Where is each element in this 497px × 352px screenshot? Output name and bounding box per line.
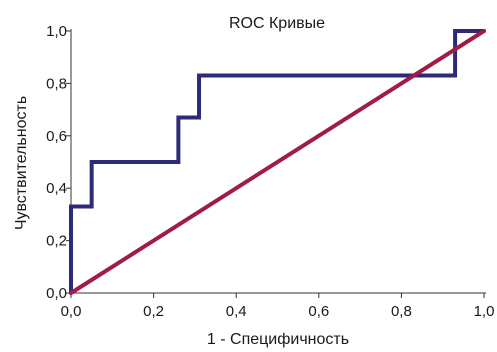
y-tick-label: 1,0	[46, 23, 67, 40]
reference-diagonal-line	[69, 29, 486, 295]
x-axis-label: 1 - Специфичность	[207, 331, 349, 348]
y-tick-label: 0,0	[46, 285, 67, 302]
roc-curve-line	[69, 29, 486, 295]
ticks: 0,0 0,2 0,4 0,6 0,8 1,0 0,0 0,2 0,4 0,6 0,8 1,0	[46, 23, 494, 320]
x-tick-label: 1,0	[474, 303, 495, 320]
series-layer	[69, 29, 486, 295]
y-tick-label: 0,4	[46, 180, 67, 197]
x-tick-label: 0,4	[226, 303, 247, 320]
y-tick-label: 0,8	[46, 75, 67, 92]
y-tick-label: 0,2	[46, 233, 67, 250]
y-tick-label: 0,6	[46, 128, 67, 145]
y-axis-label: Чувствительность	[13, 96, 30, 230]
chart-title: ROC Кривые	[229, 15, 325, 32]
x-tick-label: 0,6	[308, 303, 329, 320]
x-tick-label: 0,0	[61, 303, 82, 320]
x-tick-label: 0,2	[143, 303, 164, 320]
x-tick-label: 0,8	[391, 303, 412, 320]
